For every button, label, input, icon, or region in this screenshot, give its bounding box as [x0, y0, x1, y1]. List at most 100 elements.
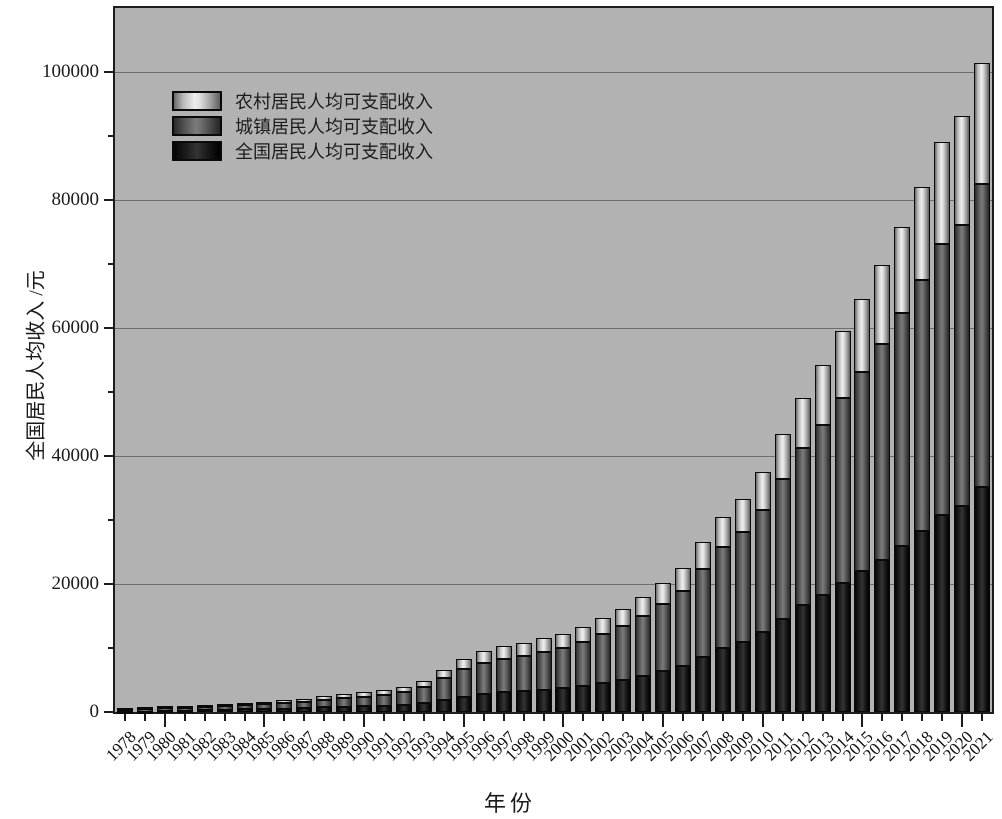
- bar-1982-national-segment: [196, 710, 213, 713]
- bar-2008-national-segment: [714, 648, 731, 712]
- bar-1981: [176, 705, 193, 713]
- x-tick-2013: [821, 714, 824, 721]
- legend-swatch-national-icon: [172, 140, 222, 161]
- bar-2016-national-segment: [874, 559, 891, 712]
- bar-2014-urban-segment: [834, 398, 851, 583]
- bar-1991: [376, 690, 393, 712]
- y-tick-label-60000: 60000: [51, 317, 100, 338]
- x-tick-2008: [721, 714, 724, 721]
- bar-2003: [615, 609, 632, 712]
- bar-1983-urban-segment: [216, 706, 233, 710]
- bar-1999-rural-segment: [535, 638, 552, 653]
- x-tick-2020: [961, 714, 964, 727]
- bar-1982: [196, 704, 213, 713]
- bar-1997-national-segment: [495, 692, 512, 712]
- bar-2019-national-segment: [934, 515, 951, 712]
- bar-2007: [694, 542, 711, 712]
- bar-1994: [435, 669, 452, 712]
- x-tick-2000: [562, 714, 565, 727]
- bar-2013-urban-segment: [814, 425, 831, 595]
- bar-1989-urban-segment: [336, 698, 353, 707]
- bar-1988: [316, 696, 333, 712]
- bar-2006-rural-segment: [675, 567, 692, 591]
- bar-2010-national-segment: [754, 632, 771, 712]
- bar-2001-national-segment: [575, 686, 592, 712]
- x-tick-1992: [403, 714, 405, 721]
- y-minor-tick-70000: [108, 263, 113, 265]
- y-axis-title: 全国居民人均收入 /元: [25, 270, 48, 461]
- bar-2002: [595, 617, 612, 712]
- bar-2018-rural-segment: [914, 186, 931, 281]
- bar-2001-rural-segment: [575, 626, 592, 643]
- bar-1984-rural-segment: [236, 702, 253, 706]
- bar-1991-urban-segment: [376, 694, 393, 706]
- bar-1994-national-segment: [435, 700, 452, 712]
- bar-2021-urban-segment: [974, 183, 991, 488]
- x-tick-1998: [522, 714, 525, 721]
- x-tick-1984: [243, 714, 246, 721]
- y-minor-tick-90000: [108, 135, 113, 137]
- bar-2017-rural-segment: [894, 226, 911, 313]
- bar-1979: [136, 707, 153, 714]
- bar-2004-national-segment: [635, 675, 652, 712]
- bar-1992-urban-segment: [396, 691, 412, 705]
- bar-1984-national-segment: [236, 709, 253, 712]
- bar-1983: [216, 704, 233, 713]
- bar-2004-rural-segment: [635, 596, 652, 616]
- bar-2009-rural-segment: [734, 498, 751, 532]
- legend-item-rural: 农村居民人均可支配收入: [172, 90, 433, 112]
- bar-2000-rural-segment: [555, 633, 572, 649]
- x-tick-1980: [163, 714, 166, 727]
- bar-2004: [635, 596, 652, 712]
- x-tick-2012: [801, 714, 804, 721]
- bar-2015-urban-segment: [854, 371, 871, 572]
- y-tick-label-20000: 20000: [51, 573, 100, 594]
- y-minor-tick-30000: [108, 519, 113, 521]
- bar-2019: [934, 141, 951, 712]
- bar-2012: [794, 397, 811, 712]
- x-tick-2016: [881, 714, 884, 721]
- bar-2013-rural-segment: [814, 365, 831, 426]
- bar-2009: [734, 498, 751, 712]
- y-major-tick-100000: [104, 71, 113, 73]
- y-major-tick-0: [104, 711, 113, 713]
- x-tick-2002: [602, 714, 605, 721]
- legend-item-urban: 城镇居民人均可支配收入: [172, 115, 433, 137]
- bar-2010-rural-segment: [754, 471, 771, 510]
- legend-label-rural: 农村居民人均可支配收入: [235, 91, 433, 112]
- x-tick-2015: [861, 714, 864, 727]
- x-tick-1996: [482, 714, 485, 721]
- bar-2016: [874, 265, 891, 712]
- bar-2011-urban-segment: [774, 479, 791, 619]
- x-tick-1995: [462, 714, 465, 727]
- bar-2020-rural-segment: [954, 115, 971, 226]
- x-tick-2017: [901, 714, 904, 721]
- gridline-60000: [115, 328, 992, 329]
- bar-1995-urban-segment: [455, 669, 472, 697]
- bar-1993-urban-segment: [415, 686, 432, 704]
- gridline-80000: [115, 200, 992, 201]
- bar-2011-national-segment: [774, 618, 791, 712]
- bar-1989-rural-segment: [336, 694, 353, 699]
- x-tick-1999: [542, 714, 545, 721]
- gridline-40000: [115, 456, 992, 457]
- bar-2007-national-segment: [694, 657, 711, 712]
- bar-2021-national-segment: [974, 487, 991, 712]
- x-tick-1988: [323, 714, 326, 721]
- bar-1985-urban-segment: [256, 704, 273, 709]
- bar-1988-urban-segment: [316, 699, 333, 708]
- bar-2020: [954, 115, 971, 712]
- bar-1992: [396, 686, 412, 712]
- bar-1990-urban-segment: [356, 696, 373, 707]
- bar-2003-rural-segment: [615, 609, 632, 626]
- legend-swatch-urban-icon: [172, 115, 222, 136]
- bar-2013-national-segment: [814, 594, 831, 712]
- bar-2004-urban-segment: [635, 615, 652, 676]
- bar-1979-national-segment: [136, 711, 153, 714]
- bar-1992-national-segment: [396, 704, 412, 712]
- legend-item-national: 全国居民人均可支配收入: [172, 140, 433, 162]
- bar-1985-rural-segment: [256, 701, 273, 705]
- bar-2016-rural-segment: [874, 265, 891, 345]
- bar-1983-national-segment: [216, 709, 233, 713]
- bar-2018-urban-segment: [914, 280, 931, 532]
